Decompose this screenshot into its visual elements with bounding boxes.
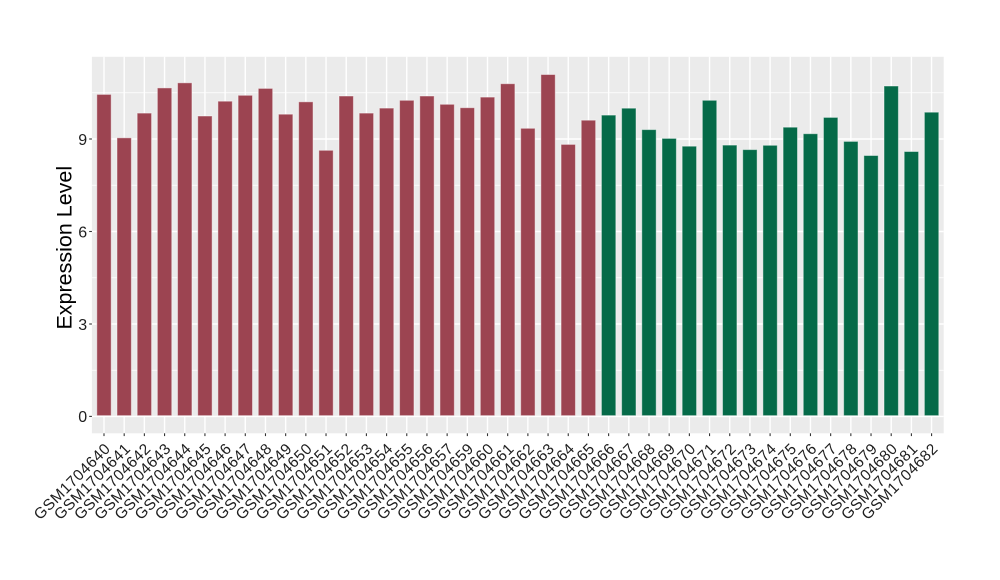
- svg-text:3: 3: [78, 317, 87, 334]
- svg-text:9: 9: [78, 132, 87, 149]
- svg-text:6: 6: [78, 224, 87, 241]
- svg-text:0: 0: [78, 409, 87, 426]
- svg-text:Expression Level: Expression Level: [53, 166, 77, 330]
